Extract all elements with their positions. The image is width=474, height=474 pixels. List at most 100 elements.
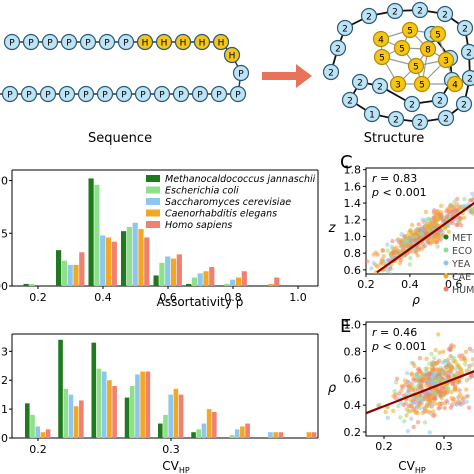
y-tick-label: .00 <box>0 280 8 293</box>
scatter-point <box>471 211 474 216</box>
scatter-point <box>451 344 457 349</box>
chain-residue <box>41 33 59 51</box>
structure-node-label: 2 <box>466 49 472 59</box>
bar <box>274 277 280 286</box>
scatter-point <box>422 377 427 382</box>
scatter-point <box>383 409 388 415</box>
annotation-r: r = 0.83 <box>372 172 417 185</box>
bar <box>224 283 230 286</box>
structure-node <box>436 5 454 23</box>
chain-residue <box>232 64 250 82</box>
structure-node <box>351 73 369 91</box>
structure-label: Structure <box>364 131 424 146</box>
legend-entry: Methanocaldococcus jannaschii <box>165 174 316 185</box>
scatter-point <box>405 428 411 434</box>
bar <box>234 429 240 438</box>
scatter-e-ylabel: ρ <box>328 381 337 396</box>
structure-core-node <box>372 30 390 48</box>
scatter-point <box>433 233 438 239</box>
bar <box>168 394 173 438</box>
scatter-point <box>399 232 404 237</box>
scatter-point <box>423 366 428 372</box>
scatter-point <box>470 191 474 196</box>
scatter-point <box>469 206 474 211</box>
scatter-point <box>393 380 399 385</box>
chain-residue-label: P <box>28 39 34 49</box>
bar <box>153 275 159 286</box>
chain-residue-label: P <box>85 39 91 49</box>
scatter-point <box>399 242 405 248</box>
chain-residue <box>153 85 171 103</box>
x-tick-label: 1.0 <box>289 291 307 304</box>
x-tick-label: 0.3 <box>435 440 453 453</box>
bar <box>121 231 127 286</box>
scatter-point <box>430 373 436 378</box>
chain-residue-label: P <box>235 91 241 101</box>
bar <box>170 258 177 286</box>
chain-residue-label: H <box>229 52 236 62</box>
bar <box>29 283 35 286</box>
structure-node <box>329 39 347 57</box>
chain-residue-label: P <box>45 91 51 101</box>
structure-node <box>461 69 474 87</box>
structure-core-node <box>373 48 391 66</box>
bar <box>245 423 250 438</box>
scatter-point <box>425 238 430 243</box>
fit-line <box>376 201 474 274</box>
scatter-point <box>392 250 397 255</box>
bar <box>101 371 107 438</box>
scatter-point <box>392 246 397 252</box>
bar <box>135 374 140 438</box>
scatter-point <box>375 264 380 269</box>
scatter-point <box>444 214 450 219</box>
legend-marker <box>443 260 449 266</box>
scatter-point <box>384 267 389 272</box>
scatter-point <box>406 379 411 385</box>
bar <box>186 283 192 286</box>
legend-entry: Homo sapiens <box>165 220 232 231</box>
scatter-point <box>398 400 403 405</box>
scatter-point <box>436 234 441 239</box>
scatter-point <box>458 367 464 373</box>
chain-residue-label: P <box>64 91 70 101</box>
scatter-point <box>413 234 418 239</box>
scatter-point <box>388 266 393 271</box>
scatter-point <box>448 202 453 207</box>
bar <box>203 271 209 286</box>
bar <box>73 264 79 286</box>
scatter-point <box>462 203 467 209</box>
scatter-point <box>429 367 435 372</box>
scatter-point <box>454 196 460 202</box>
x-tick-label: 0.8 <box>224 291 242 304</box>
structure-node <box>360 7 378 25</box>
x-tick-label: 0.2 <box>357 278 375 291</box>
bar <box>173 388 179 438</box>
bar <box>140 371 145 438</box>
structure-core-node <box>419 40 437 58</box>
scatter-point <box>396 237 401 242</box>
y-tick-label: 1.8 <box>344 164 362 177</box>
panel-label-e: E <box>340 316 351 337</box>
scatter-point <box>470 357 474 362</box>
legend-marker <box>443 247 449 253</box>
legend-marker <box>443 234 449 240</box>
bar <box>96 368 102 438</box>
y-tick-label: 0.3 <box>0 345 8 358</box>
chain-residue-label: P <box>197 91 203 101</box>
scatter-point <box>447 362 453 367</box>
chain-residue <box>212 33 230 51</box>
scatter-point <box>397 391 402 396</box>
cvhp-bars: .0 0.1 0.2 0.3 0.2 0.3 <box>0 333 319 456</box>
scatter-point <box>441 391 447 396</box>
bar <box>91 342 97 438</box>
scatter-point <box>402 237 407 243</box>
scatter-point <box>444 398 449 404</box>
structure-node-label: 2 <box>377 83 383 93</box>
sequence-label: Sequence <box>88 131 152 146</box>
bar <box>212 412 217 438</box>
x-tick-label: 0.6 <box>159 291 177 304</box>
structure-core-label: 5 <box>399 45 405 55</box>
scatter-point <box>403 382 408 387</box>
scatter-point <box>427 372 432 377</box>
structure-node <box>371 77 389 95</box>
